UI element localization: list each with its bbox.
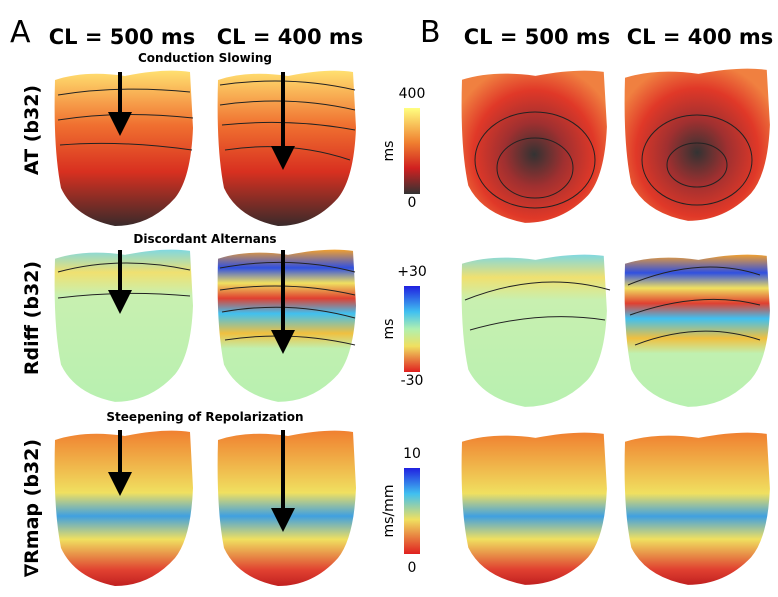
annotation: Discordant Alternans — [133, 232, 276, 246]
heart-map — [218, 250, 356, 402]
panel-label: A — [10, 15, 31, 50]
annotation: Steepening of Repolarization — [106, 410, 303, 424]
panel-label: B — [420, 15, 441, 50]
colorbar-unit: ms — [381, 319, 397, 340]
row-label: Rdiff (b32) — [21, 261, 43, 375]
heart-map — [625, 255, 770, 407]
row-label: AT (b32) — [21, 85, 43, 175]
colorbar — [404, 468, 420, 554]
heart-map — [55, 250, 193, 402]
column-header: CL = 500 ms — [464, 25, 611, 49]
colorbar-min: 0 — [408, 560, 417, 576]
heart-map — [625, 433, 770, 585]
colorbar-unit: ms — [381, 141, 397, 162]
heart-map — [462, 71, 607, 223]
colorbar-min: 0 — [408, 195, 417, 211]
column-header: CL = 500 ms — [49, 25, 196, 49]
heart-map — [625, 69, 770, 221]
colorbar-max: +30 — [397, 264, 427, 280]
colorbar-min: -30 — [401, 373, 424, 389]
column-header: CL = 400 ms — [627, 25, 774, 49]
colorbar-unit: ms/mm — [381, 485, 397, 538]
annotation: Conduction Slowing — [138, 51, 272, 65]
colorbar — [404, 108, 420, 194]
colorbar-max: 400 — [399, 86, 426, 102]
heart-map — [55, 431, 193, 586]
colorbar-max: 10 — [403, 446, 421, 462]
row-label: ∇Rmap (b32) — [21, 439, 43, 577]
heart-map — [218, 431, 356, 586]
figure: A CL = 500 ms CL = 400 ms B CL = 500 ms … — [0, 0, 778, 597]
heart-map — [462, 433, 607, 585]
heart-map — [55, 71, 193, 226]
heart-map — [462, 255, 607, 407]
colorbar — [404, 286, 420, 372]
column-header: CL = 400 ms — [217, 25, 364, 49]
